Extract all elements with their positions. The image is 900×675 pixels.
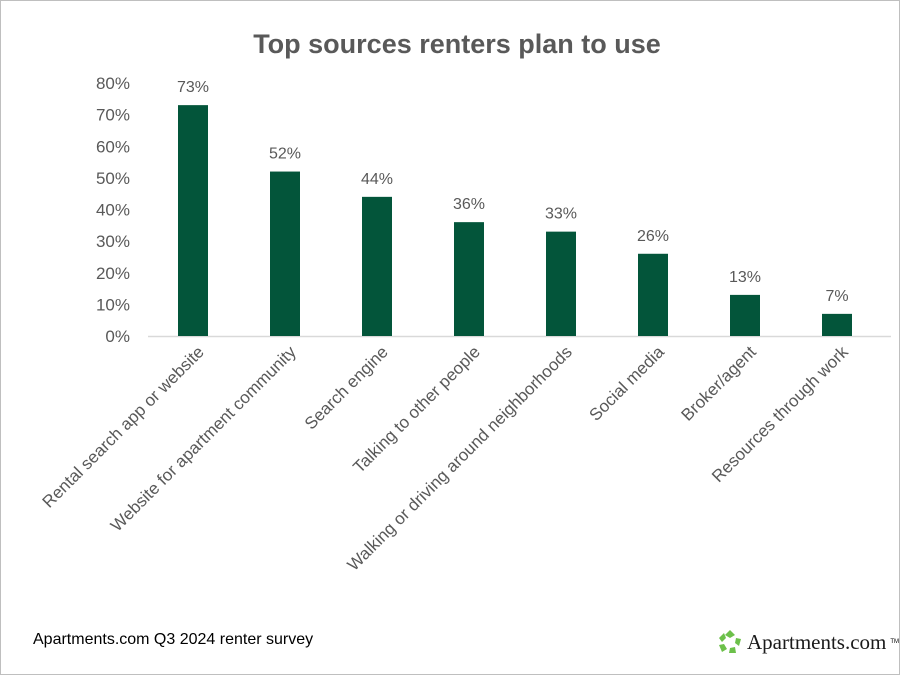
- data-label: 26%: [637, 228, 669, 245]
- y-tick-label: 40%: [96, 201, 130, 220]
- bar: [546, 231, 576, 336]
- y-tick-label: 60%: [96, 137, 130, 156]
- y-tick-label: 50%: [96, 169, 130, 188]
- category-label: Social media: [586, 342, 669, 425]
- category-label: Broker/agent: [678, 342, 760, 424]
- y-tick-label: 20%: [96, 264, 130, 283]
- chart-title: Top sources renters plan to use: [253, 29, 661, 59]
- recycle-star-icon: [719, 630, 741, 653]
- data-label: 13%: [729, 269, 761, 286]
- bar: [270, 171, 300, 336]
- category-label: Rental search app or website: [39, 342, 208, 511]
- data-label: 33%: [545, 206, 577, 223]
- y-tick-label: 70%: [96, 106, 130, 125]
- source-note: Apartments.com Q3 2024 renter survey: [33, 631, 314, 648]
- data-label: 52%: [269, 146, 301, 163]
- data-label: 44%: [361, 171, 393, 188]
- logo-tm: TM: [890, 639, 900, 645]
- bar: [638, 253, 668, 336]
- category-label: Website for apartment community: [107, 342, 300, 535]
- bar: [822, 313, 852, 336]
- y-tick-label: 80%: [96, 74, 130, 93]
- y-tick-label: 10%: [96, 295, 130, 314]
- data-label: 7%: [825, 288, 848, 305]
- data-label: 36%: [453, 196, 485, 213]
- bar: [454, 222, 484, 336]
- bar: [178, 105, 208, 336]
- data-label: 73%: [177, 79, 209, 96]
- bar: [730, 294, 760, 336]
- logo-text: Apartments.com: [747, 629, 887, 654]
- y-tick-label: 30%: [96, 232, 130, 251]
- apartments-logo: Apartments.com TM: [717, 629, 899, 655]
- y-tick-label: 0%: [105, 327, 130, 346]
- bar: [362, 196, 392, 336]
- category-label: Search engine: [301, 342, 392, 433]
